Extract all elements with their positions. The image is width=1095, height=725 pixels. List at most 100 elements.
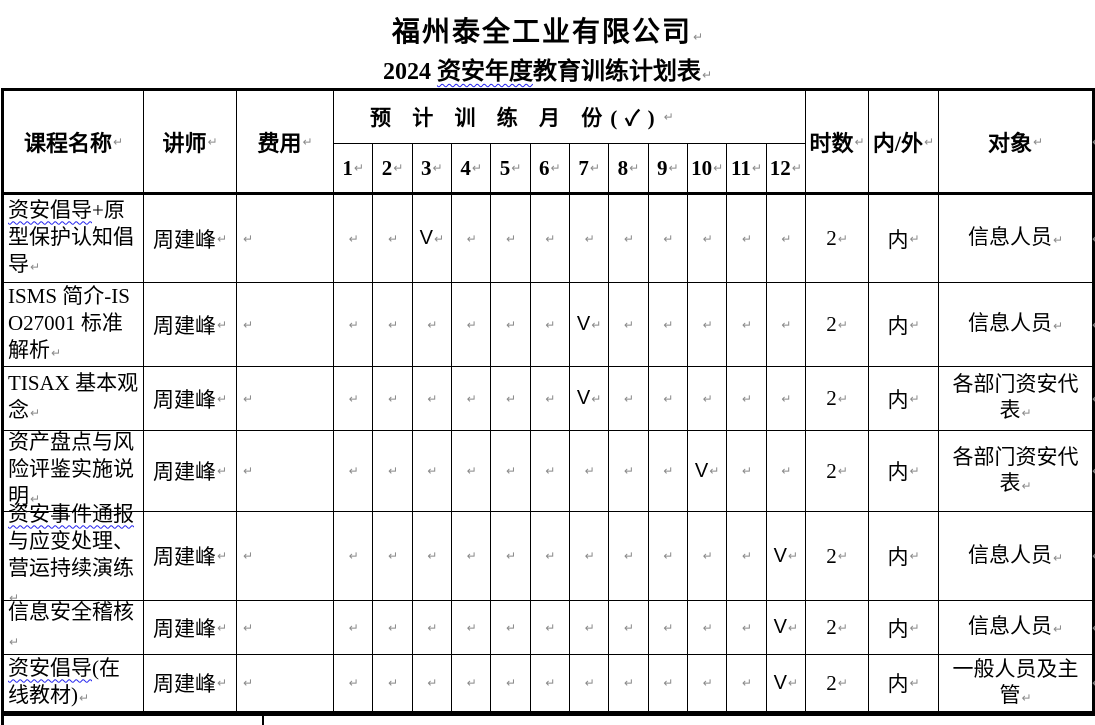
month-cell[interactable]: ↵ <box>531 283 570 366</box>
month-cell[interactable]: ↵ <box>373 512 413 600</box>
hours-cell[interactable]: 2 ↵ <box>806 367 869 430</box>
month-cell[interactable]: ↵ <box>688 283 728 366</box>
month-cell[interactable]: ↵ <box>727 601 767 654</box>
instructor-cell[interactable]: 周建峰 ↵ <box>144 512 237 600</box>
fee-cell[interactable]: ↵ <box>237 195 334 282</box>
month-cell[interactable]: ↵ <box>609 431 649 511</box>
month-cell[interactable]: ↵ <box>413 601 452 654</box>
month-cell[interactable]: ↵ <box>570 431 610 511</box>
month-cell[interactable]: ↵ <box>767 283 805 366</box>
fee-cell[interactable]: ↵ <box>237 283 334 366</box>
month-cell[interactable]: ↵ <box>649 431 688 511</box>
month-cell[interactable]: ↵ <box>413 655 452 711</box>
month-cell[interactable]: ↵ <box>688 367 728 430</box>
month-cell[interactable]: ↵ <box>491 195 531 282</box>
internal-external-cell[interactable]: 内 ↵ <box>869 431 939 511</box>
course-name-cell[interactable]: 资产盘点与风险评鉴实施说明↵ <box>4 430 144 511</box>
hours-cell[interactable]: 2 ↵ <box>806 512 869 600</box>
month-header-cell[interactable]: 11 ↵ <box>727 144 767 192</box>
month-cell[interactable]: ↵ <box>334 431 374 511</box>
month-cell[interactable]: V ↵ <box>767 601 805 654</box>
month-cell[interactable]: ↵ <box>334 601 374 654</box>
month-cell[interactable]: ↵ <box>649 283 688 366</box>
month-cell[interactable]: ↵ <box>491 655 531 711</box>
month-header-cell[interactable]: 10 ↵ <box>688 144 728 192</box>
header-fee[interactable]: 费用 ↵ <box>237 91 334 192</box>
month-cell[interactable]: V ↵ <box>570 283 610 366</box>
month-cell[interactable]: ↵ <box>609 512 649 600</box>
month-header-cell[interactable]: 5 ↵ <box>491 144 531 192</box>
month-cell[interactable]: ↵ <box>609 655 649 711</box>
internal-external-cell[interactable]: 内 ↵ <box>869 655 939 711</box>
hours-cell[interactable]: 2 ↵ <box>806 283 869 366</box>
month-header-cell[interactable]: 3 ↵ <box>413 144 452 192</box>
month-cell[interactable]: ↵ <box>531 367 570 430</box>
fee-cell[interactable]: ↵ <box>237 655 334 711</box>
hours-cell[interactable]: 2 ↵ <box>806 655 869 711</box>
month-cell[interactable]: ↵ <box>491 431 531 511</box>
instructor-cell[interactable]: 周建峰 ↵ <box>144 283 237 366</box>
hours-cell[interactable]: 2 ↵ <box>806 601 869 654</box>
month-cell[interactable]: ↵ <box>491 601 531 654</box>
internal-external-cell[interactable]: 内 ↵ <box>869 367 939 430</box>
instructor-cell[interactable]: 周建峰 ↵ <box>144 195 237 282</box>
month-cell[interactable]: ↵ <box>452 283 492 366</box>
fee-cell[interactable]: ↵ <box>237 601 334 654</box>
fee-cell[interactable]: ↵ <box>237 367 334 430</box>
month-cell[interactable]: ↵ <box>334 367 374 430</box>
month-header-cell[interactable]: 6 ↵ <box>531 144 570 192</box>
header-course-name[interactable]: 课程名称 ↵ <box>4 91 144 192</box>
header-instructor[interactable]: 讲师 ↵ <box>144 91 237 192</box>
month-cell[interactable]: ↵ <box>727 655 767 711</box>
month-cell[interactable]: ↵ <box>767 195 805 282</box>
month-cell[interactable]: ↵ <box>609 195 649 282</box>
target-audience-cell[interactable]: 各部门资安代表↵ <box>939 367 1092 430</box>
fee-cell[interactable]: ↵ <box>237 431 334 511</box>
course-name-cell[interactable]: ISMS 简介-ISO27001 标准解析↵ <box>4 283 144 366</box>
month-cell[interactable]: ↵ <box>531 655 570 711</box>
instructor-cell[interactable]: 周建峰 ↵ <box>144 431 237 511</box>
month-header-cell[interactable]: 1 ↵ <box>334 144 374 192</box>
month-cell[interactable]: ↵ <box>609 367 649 430</box>
month-cell[interactable]: ↵ <box>727 512 767 600</box>
month-cell[interactable]: ↵ <box>413 283 452 366</box>
month-cell[interactable]: ↵ <box>413 431 452 511</box>
month-cell[interactable]: ↵ <box>570 195 610 282</box>
month-cell[interactable]: ↵ <box>373 655 413 711</box>
month-cell[interactable]: ↵ <box>452 367 492 430</box>
month-cell[interactable]: ↵ <box>373 601 413 654</box>
month-cell[interactable]: ↵ <box>334 283 374 366</box>
target-audience-cell[interactable]: 信息人员↵ <box>939 195 1092 282</box>
month-cell[interactable]: ↵ <box>531 431 570 511</box>
month-cell[interactable]: ↵ <box>688 655 728 711</box>
month-cell[interactable]: ↵ <box>649 367 688 430</box>
month-cell[interactable]: ↵ <box>649 601 688 654</box>
month-cell[interactable]: ↵ <box>413 367 452 430</box>
internal-external-cell[interactable]: 内 ↵ <box>869 195 939 282</box>
month-cell[interactable]: ↵ <box>767 367 805 430</box>
month-cell[interactable]: V ↵ <box>413 195 452 282</box>
instructor-cell[interactable]: 周建峰 ↵ <box>144 655 237 711</box>
month-cell[interactable]: V ↵ <box>688 431 728 511</box>
month-cell[interactable]: ↵ <box>531 512 570 600</box>
target-audience-cell[interactable]: 信息人员↵ <box>939 512 1092 600</box>
month-cell[interactable]: ↵ <box>373 367 413 430</box>
month-cell[interactable]: ↵ <box>688 512 728 600</box>
header-months-title[interactable]: 预 计 训 练 月 份(✓) ↵ <box>334 91 805 144</box>
month-cell[interactable]: ↵ <box>688 195 728 282</box>
instructor-cell[interactable]: 周建峰 ↵ <box>144 601 237 654</box>
month-cell[interactable]: ↵ <box>373 195 413 282</box>
month-header-cell[interactable]: 7 ↵ <box>570 144 610 192</box>
month-cell[interactable]: V ↵ <box>767 512 805 600</box>
month-cell[interactable]: ↵ <box>609 283 649 366</box>
target-audience-cell[interactable]: 一般人员及主管↵ <box>939 655 1092 711</box>
month-header-cell[interactable]: 12 ↵ <box>767 144 805 192</box>
month-cell[interactable]: ↵ <box>649 655 688 711</box>
month-header-cell[interactable]: 2 ↵ <box>373 144 413 192</box>
month-cell[interactable]: ↵ <box>531 195 570 282</box>
month-cell[interactable]: ↵ <box>727 283 767 366</box>
month-cell[interactable]: ↵ <box>570 512 610 600</box>
month-cell[interactable]: ↵ <box>452 431 492 511</box>
hours-cell[interactable]: 2 ↵ <box>806 431 869 511</box>
month-cell[interactable]: ↵ <box>649 512 688 600</box>
